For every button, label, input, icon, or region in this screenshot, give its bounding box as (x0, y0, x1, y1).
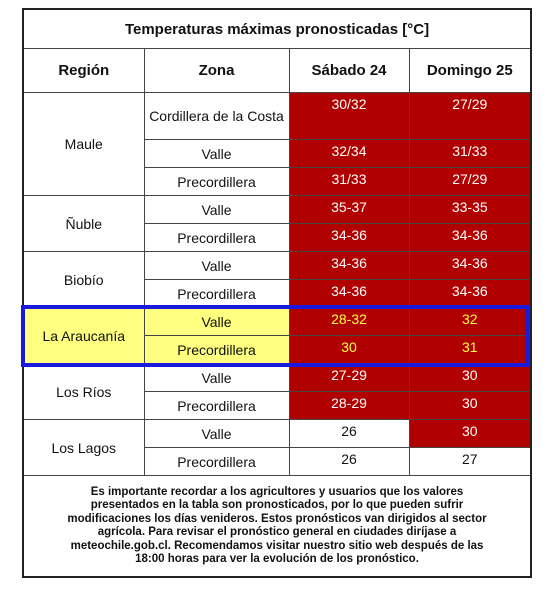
zone-cell: Precordillera (143, 223, 290, 252)
data-row: Precordillera 28-29 30 (23, 391, 532, 420)
region-cell: La Araucanía (22, 307, 145, 364)
forecast-table: Temperaturas máximas pronosticadas [°C] R… (22, 8, 533, 578)
value-cell: 30/32 (288, 92, 410, 140)
value-cell: 33-35 (408, 195, 532, 224)
footer-line: 18:00 horas para ver la evolución de los… (135, 553, 419, 565)
column-header: Sábado 24 (288, 48, 410, 93)
region-cell: Maule (22, 92, 145, 196)
footer-line: Es importante recordar a los agricultore… (90, 485, 464, 498)
data-row: Precordillera 30 31 (23, 335, 532, 364)
value-cell: 31/33 (408, 139, 532, 168)
value-cell: 35-37 (288, 195, 410, 224)
value-cell: 30 (408, 363, 532, 392)
value-cell: 30 (408, 419, 532, 448)
zone-cell: Precordillera (143, 335, 290, 364)
zone-cell: Precordillera (143, 391, 290, 420)
footer-line: agrícola. Para revisar el pronóstico gen… (97, 526, 457, 538)
title-row: Temperaturas máximas pronosticadas [°C] (22, 8, 532, 49)
value-cell: 32/34 (288, 139, 410, 168)
zone-cell: Precordillera (143, 167, 290, 196)
zone-cell: Precordillera (143, 447, 290, 476)
value-cell: 34-36 (288, 223, 410, 252)
value-cell: 27/29 (408, 92, 532, 140)
zone-cell: Cordillera de la Costa (143, 92, 290, 140)
value-cell: 31/33 (288, 167, 410, 196)
data-row: Maule Cordillera de la Costa 30/32 27/29 (22, 92, 532, 196)
column-header: Zona (143, 48, 290, 93)
value-cell: 27-29 (288, 363, 410, 392)
value-cell: 26 (288, 419, 410, 448)
value-cell: 30 (288, 335, 410, 364)
table-title: Temperaturas máximas pronosticadas [°C] (22, 8, 532, 49)
value-cell: 30 (408, 391, 532, 420)
region-cell: Biobío (22, 251, 145, 308)
region-cell: Los Ríos (22, 363, 145, 420)
data-row: Precordillera 26 27 (23, 447, 532, 476)
data-row: Precordillera 31/33 27/29 (23, 167, 532, 196)
zone-cell: Valle (143, 307, 290, 336)
data-row: La Araucanía Valle 28-32 32 (22, 307, 532, 364)
data-row: Biobío Valle 34-36 34-36 (22, 251, 532, 308)
value-cell: 27/29 (408, 167, 532, 196)
value-cell: 27 (408, 447, 532, 476)
footer-line: modificaciones los días venideros. Estos… (67, 512, 487, 525)
value-cell: 34-36 (408, 251, 532, 280)
zone-cell: Valle (143, 139, 290, 168)
footer-note: Es importante recordar a los agricultore… (22, 475, 532, 578)
region-cell: Los Lagos (22, 419, 145, 476)
value-cell: 28-32 (288, 307, 410, 336)
value-cell: 34-36 (288, 251, 410, 280)
data-row: Los Lagos Valle 26 30 (22, 419, 532, 476)
header-row: Región Zona Sábado 24 Domingo 25 (22, 48, 532, 93)
footer-row: Es importante recordar a los agricultore… (22, 475, 532, 578)
data-row: Valle 32/34 31/33 (23, 139, 532, 168)
region-cell: Ñuble (22, 195, 145, 252)
column-header: Región (22, 48, 145, 93)
value-cell: 31 (408, 335, 532, 364)
value-cell: 34-36 (288, 279, 410, 308)
value-cell: 34-36 (408, 223, 532, 252)
data-row: Precordillera 34-36 34-36 (23, 223, 532, 252)
zone-cell: Valle (143, 251, 290, 280)
value-cell: 28-29 (288, 391, 410, 420)
value-cell: 32 (408, 307, 532, 336)
value-cell: 26 (288, 447, 410, 476)
value-cell: 34-36 (408, 279, 532, 308)
footer-line: meteochile.gob.cl. Recomendamos visitar … (70, 539, 484, 552)
zone-cell: Valle (143, 195, 290, 224)
data-row: Precordillera 34-36 34-36 (23, 279, 532, 308)
data-row: Los Ríos Valle 27-29 30 (22, 363, 532, 420)
zone-cell: Valle (143, 363, 290, 392)
zone-cell: Valle (143, 419, 290, 448)
data-row: Ñuble Valle 35-37 33-35 (22, 195, 532, 252)
column-header: Domingo 25 (408, 48, 532, 93)
footer-line: presentados en la tabla son pronosticado… (90, 499, 464, 511)
zone-cell: Precordillera (143, 279, 290, 308)
